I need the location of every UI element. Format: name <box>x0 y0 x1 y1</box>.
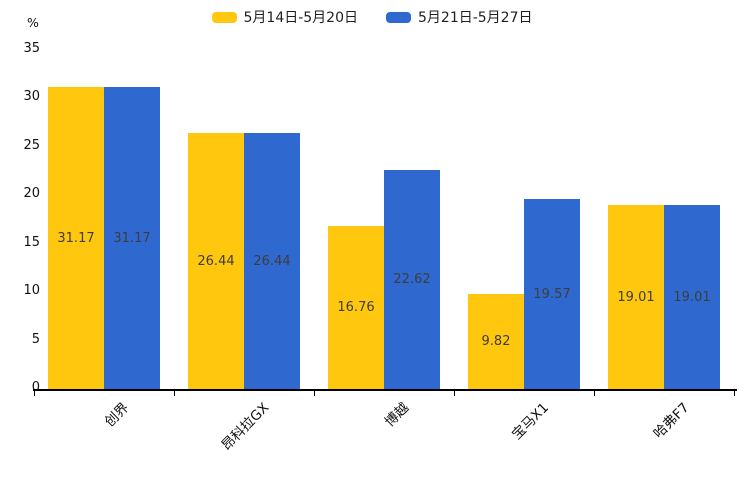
bar-week1-group3: 16.76 <box>328 226 384 389</box>
bar-value-label: 26.44 <box>253 253 291 269</box>
bar-week1-group5: 19.01 <box>608 205 664 389</box>
axis-tick <box>734 389 735 396</box>
bar-value-label: 31.17 <box>57 230 95 246</box>
y-tick-label: 30 <box>23 89 40 104</box>
bar-value-label: 9.82 <box>481 334 511 349</box>
legend-item-week2[interactable]: 5月21日-5月27日 <box>386 7 533 27</box>
bar-week2-group1: 31.17 <box>104 87 160 389</box>
bar-week1-group2: 26.44 <box>188 133 244 389</box>
x-axis-line <box>33 389 737 391</box>
bar-value-label: 19.01 <box>617 289 655 305</box>
bar-value-label: 19.57 <box>533 286 571 302</box>
y-tick-label: 0 <box>31 380 40 395</box>
axis-tick <box>34 389 35 396</box>
bar-week2-group5: 19.01 <box>664 205 720 389</box>
bar-value-label: 22.62 <box>393 272 431 287</box>
legend-label-week1: 5月14日-5月20日 <box>243 10 359 26</box>
x-category-label: 博越 <box>381 399 413 431</box>
axis-tick <box>174 389 175 396</box>
bar-value-label: 31.17 <box>113 230 151 246</box>
y-tick-label: 25 <box>23 137 40 153</box>
legend: 5月14日-5月20日 5月21日-5月27日 <box>0 7 744 27</box>
x-category-label: 创界 <box>101 399 133 431</box>
axis-tick <box>594 389 595 396</box>
bar-value-label: 26.44 <box>197 253 235 269</box>
bar-week1-group4: 9.82 <box>468 294 524 389</box>
legend-swatch-blue <box>386 11 411 23</box>
x-category-label: 宝马X1 <box>509 399 553 443</box>
axis-tick <box>314 389 315 396</box>
bar-week2-group2: 26.44 <box>244 133 300 389</box>
y-axis-unit-label: % <box>27 15 39 30</box>
legend-item-week1[interactable]: 5月14日-5月20日 <box>211 7 359 27</box>
y-tick-label: 15 <box>23 234 40 250</box>
bar-value-label: 19.01 <box>673 289 711 305</box>
bar-value-label: 16.76 <box>337 300 375 315</box>
x-category-label: 哈弗F7 <box>650 399 693 442</box>
y-tick-label: 35 <box>23 40 40 56</box>
y-tick-label: 20 <box>23 186 40 201</box>
x-category-label: 昂科拉GX <box>218 399 273 454</box>
bar-week1-group1: 31.17 <box>48 87 104 389</box>
y-tick-label: 5 <box>31 331 40 347</box>
y-tick-label: 10 <box>23 283 40 298</box>
bar-week2-group4: 19.57 <box>524 199 580 389</box>
bar-week2-group3: 22.62 <box>384 170 440 389</box>
legend-label-week2: 5月21日-5月27日 <box>418 10 533 26</box>
legend-swatch-yellow <box>211 11 237 23</box>
axis-tick <box>454 389 455 396</box>
